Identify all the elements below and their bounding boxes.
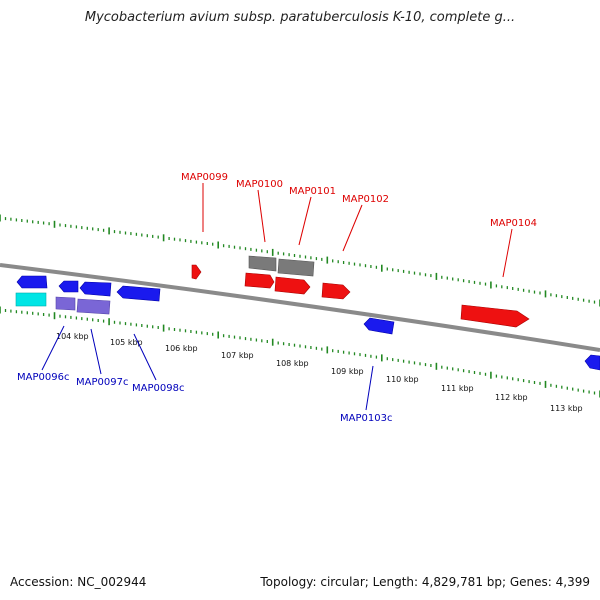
scale-label: 113 kbp (550, 404, 583, 413)
gene-feature[interactable] (55, 296, 76, 311)
scale-label: 110 kbp (386, 375, 419, 384)
gene-feature[interactable] (116, 285, 161, 302)
label-leader (502, 228, 513, 278)
topology-text: Topology: circular; Length: 4,829,781 bp… (260, 575, 590, 589)
scale-label: 104 kbp (56, 332, 89, 341)
gene-feature[interactable] (274, 276, 311, 295)
label-leader (298, 196, 312, 246)
label-leader (365, 365, 374, 411)
gene-label-reverse[interactable]: MAP0098c (132, 383, 184, 394)
gene-feature[interactable] (248, 255, 277, 272)
gene-label-forward[interactable]: MAP0101 (289, 186, 336, 197)
scale-label: 111 kbp (441, 384, 474, 393)
scale-label: 108 kbp (276, 359, 309, 368)
upper-scale-track (0, 214, 600, 307)
gene-label-reverse[interactable]: MAP0097c (76, 377, 128, 388)
gene-label-forward[interactable]: MAP0104 (490, 218, 537, 229)
gene-feature[interactable] (244, 272, 275, 289)
backbone-line (0, 263, 600, 352)
gene-feature[interactable] (321, 282, 351, 300)
gene-label-forward[interactable]: MAP0099 (181, 172, 228, 183)
map-title: Mycobacterium avium subsp. paratuberculo… (84, 10, 516, 25)
label-leader (133, 333, 157, 381)
gene-feature[interactable] (584, 354, 600, 371)
label-leader (342, 204, 363, 252)
label-leader (257, 189, 266, 243)
scale-label: 106 kbp (165, 344, 198, 353)
gene-feature[interactable] (363, 317, 395, 335)
gene-label-forward[interactable]: MAP0100 (236, 179, 283, 190)
gene-feature[interactable] (79, 281, 112, 297)
gene-feature[interactable] (16, 275, 48, 289)
gene-feature[interactable] (58, 280, 79, 293)
scale-label: 109 kbp (331, 367, 364, 376)
scale-label: 107 kbp (221, 351, 254, 360)
gene-feature[interactable] (191, 264, 202, 280)
gene-feature[interactable] (76, 298, 111, 315)
gene-feature[interactable] (15, 292, 47, 307)
gene-label-reverse[interactable]: MAP0103c (340, 413, 392, 424)
gene-feature[interactable] (277, 258, 315, 277)
scale-label: 112 kbp (495, 393, 528, 402)
gene-label-reverse[interactable]: MAP0096c (17, 372, 69, 383)
accession-text: Accession: NC_002944 (10, 575, 147, 589)
gene-feature[interactable] (460, 304, 530, 328)
gene-label-forward[interactable]: MAP0102 (342, 194, 389, 205)
scale-label: 105 kbp (110, 338, 143, 347)
lower-scale-track (0, 306, 600, 398)
label-leader (90, 328, 102, 375)
label-leader (41, 325, 65, 371)
